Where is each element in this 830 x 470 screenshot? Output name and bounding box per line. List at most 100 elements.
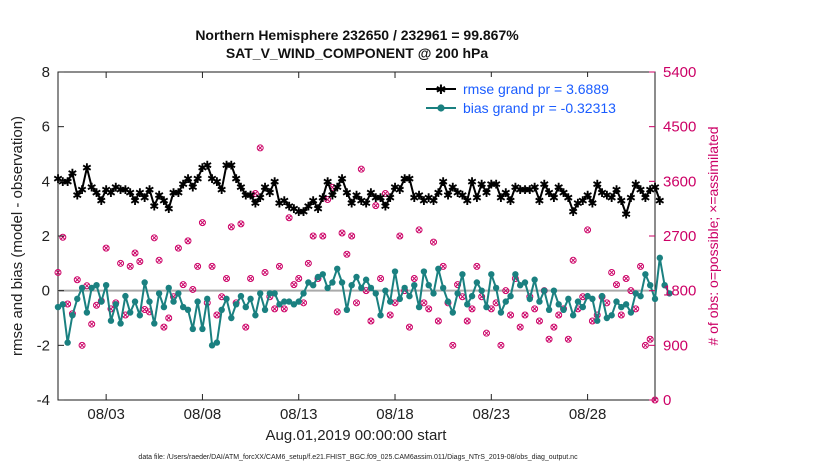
obs-possible-marker [290,281,298,289]
bias-point [324,284,331,292]
rmse-point: ✱ [496,191,506,205]
x-tick-label: 08/03 [87,406,125,423]
obs-assimilated-marker [397,233,403,239]
obs-possible-marker [564,335,572,343]
obs-assimilated-marker [440,264,446,269]
rmse-point: ✱ [592,178,602,192]
obs-assimilated-marker [373,203,379,208]
bias-point [102,282,110,289]
obs-possible-marker [569,256,577,264]
rmse-point: ✱ [164,202,174,216]
bias-point [439,284,447,292]
rmse-point: ✱ [486,178,496,192]
rmse-point: ✱ [616,194,626,208]
obs-assimilated-marker [349,233,355,239]
bias-point [449,309,456,316]
rmse-point: ✱ [544,186,554,200]
bias-point [492,284,500,292]
rmse-point: ✱ [91,186,101,200]
obs-possible-marker [357,165,365,173]
bias-point [391,268,399,275]
bias-point [406,292,413,300]
obs-assimilated-marker [363,288,369,294]
bias-point [560,306,567,313]
legend-box [420,77,647,119]
rmse-point: ✱ [563,191,573,205]
obs-assimilated-marker [224,276,229,281]
obs-possible-marker [198,219,206,227]
rmse-point: ✱ [207,172,217,186]
y-tick-label: 8 [42,64,50,81]
rmse-point: ✱ [169,186,179,200]
obs-possible-marker [353,299,360,307]
bias-point [285,298,293,305]
rmse-point: ✱ [366,186,376,200]
rmse-point: ✱ [120,183,130,197]
bias-point [550,287,558,294]
obs-possible-marker [372,202,380,210]
bias-point [329,279,336,286]
y-tick-label: 2 [42,228,50,245]
bias-point [228,314,235,322]
rmse-point: ✱ [231,172,241,186]
obs-possible-marker [223,275,231,283]
rmse-point: ✱ [573,197,583,211]
obs-possible-marker [531,305,539,313]
bias-point [584,292,591,300]
bias-point [618,303,625,311]
obs-assimilated-marker [161,324,167,330]
obs-assimilated-marker [262,270,268,275]
obs-assimilated-marker [435,318,441,324]
bias-point [642,271,649,278]
y-right-tick-label: 2700 [663,228,696,245]
rmse-point: ✱ [327,189,337,203]
bias-point [541,287,548,294]
obs-possible-marker [405,323,413,331]
rmse-point: ✱ [356,194,366,208]
y-right-tick-label: 900 [663,337,688,354]
rmse-point: ✱ [246,189,256,203]
bias-point [208,342,216,349]
obs-assimilated-marker [628,288,634,294]
rmse-point: ✱ [221,158,231,172]
rmse-point: ✱ [135,186,145,200]
obs-assimilated-marker [609,270,615,275]
obs-assimilated-marker [546,336,552,342]
obs-possible-marker [131,249,139,257]
bias-point [74,295,81,303]
bias-point [622,301,630,308]
bias-point [276,301,283,308]
obs-possible-marker [396,232,404,240]
bias-point [69,312,76,319]
y-right-tick-label: 0 [663,392,671,409]
bias-point [627,309,635,316]
rmse-point: ✱ [390,180,400,194]
rmse-point: ✱ [265,186,275,200]
chart-title-line2: SAT_V_WIND_COMPONENT @ 200 hPa [226,45,489,61]
obs-assimilated-marker [378,276,383,281]
obs-assimilated-marker [84,283,90,289]
bias-point [343,306,351,313]
obs-possible-marker [646,335,654,343]
rmse-point: ✱ [602,189,612,203]
bias-point [213,339,221,346]
rmse-point: ✱ [130,194,140,208]
obs-possible-marker [420,299,428,307]
obs-assimilated-marker [123,312,128,318]
obs-possible-marker [463,317,471,325]
bias-point [545,306,553,313]
rmse-point: ✱ [313,202,323,216]
obs-possible-marker [280,305,288,313]
rmse-point: ✱ [587,197,597,211]
bias-point [483,303,490,311]
rmse-point: ✱ [453,186,463,200]
rmse-point: ✱ [457,189,467,203]
obs-possible-marker [179,281,187,289]
rmse-point: ✱ [197,161,207,175]
bias-point [146,298,153,305]
bias-point [141,279,148,286]
rmse-point: ✱ [332,180,342,194]
obs-assimilated-marker [142,307,148,312]
obs-assimilated-marker [585,227,590,233]
rmse-point: ✱ [626,191,636,205]
